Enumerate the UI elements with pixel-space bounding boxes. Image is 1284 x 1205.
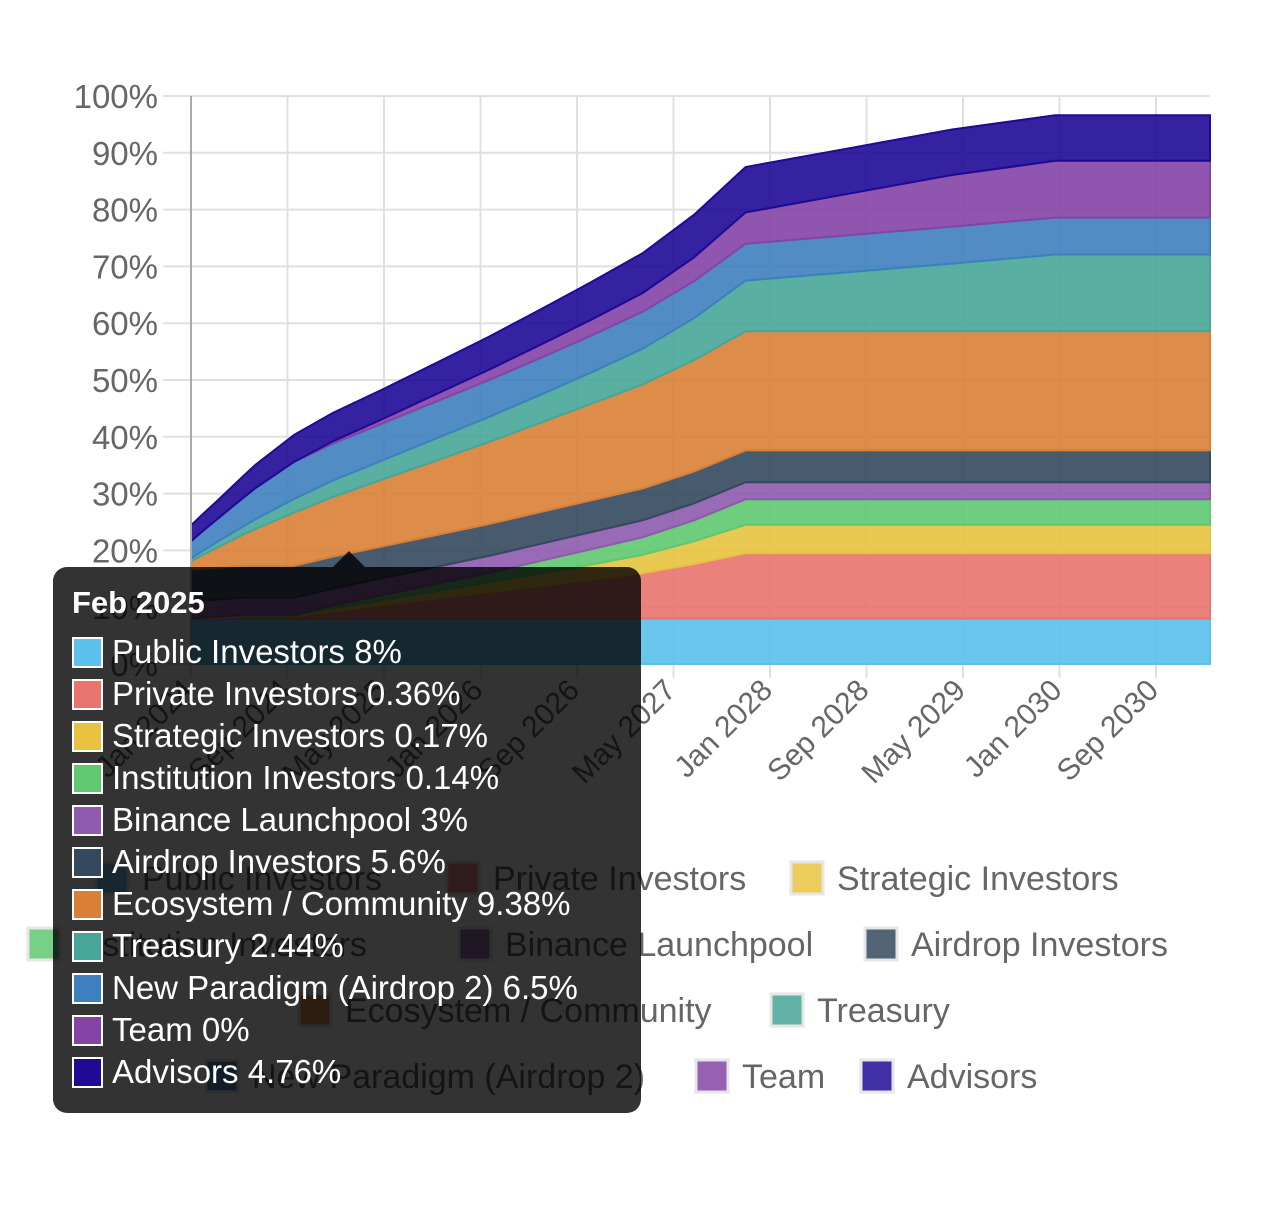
tooltip-title: Feb 2025 [72, 585, 205, 620]
tooltip-row: Treasury 2.44% [72, 925, 641, 967]
area-advisors[interactable] [190, 114, 1211, 544]
legend-item-advisors[interactable]: Advisors [859, 1058, 1037, 1096]
legend-swatch [789, 860, 825, 896]
legend-swatch [859, 1058, 895, 1094]
y-tick-label: 30% [92, 476, 158, 513]
tooltip-row-label: Public Investors 8% [112, 633, 402, 670]
tooltip-row: Strategic Investors 0.17% [72, 715, 641, 757]
legend-label: Advisors [907, 1058, 1037, 1096]
tooltip-row: Team 0% [72, 1009, 641, 1051]
tooltip-row: Binance Launchpool 3% [72, 799, 641, 841]
y-tick-label: 100% [74, 78, 158, 115]
tooltip-swatch [72, 1014, 103, 1046]
x-tick-label: May 2029 [855, 674, 971, 790]
tooltip-row: Airdrop Investors 5.6% [72, 841, 641, 883]
legend-item-treasury[interactable]: Treasury [769, 992, 950, 1030]
tooltip-row: New Paradigm (Airdrop 2) 6.5% [72, 967, 641, 1009]
tooltip-row-label: Binance Launchpool 3% [112, 801, 468, 838]
legend-item-team[interactable]: Team [694, 1058, 825, 1096]
tooltip-row: Private Investors 0.36% [72, 673, 641, 715]
tooltip-swatch [72, 1056, 103, 1088]
tooltip-swatch [72, 678, 103, 710]
tooltip-swatch [72, 762, 103, 794]
legend-swatch [694, 1058, 730, 1094]
x-tick-label: Jan 2028 [668, 674, 779, 785]
tooltip-swatch [72, 636, 103, 668]
tooltip-row-label: Team 0% [112, 1011, 250, 1048]
tooltip-row-label: Treasury 2.44% [112, 927, 344, 964]
tooltip-swatch [72, 972, 103, 1004]
legend-item-strategic-investors[interactable]: Strategic Investors [789, 860, 1119, 898]
legend-label: Airdrop Investors [911, 926, 1168, 964]
legend-label: Strategic Investors [837, 860, 1119, 898]
legend-label: Team [742, 1058, 825, 1096]
tooltip-caret [333, 551, 365, 567]
tooltip-swatch [72, 804, 103, 836]
tooltip-swatch [72, 846, 103, 878]
tooltip-row: Institution Investors 0.14% [72, 757, 641, 799]
y-tick-label: 70% [92, 248, 158, 285]
tooltip-swatch [72, 930, 103, 962]
y-tick-label: 50% [92, 362, 158, 399]
tooltip-row-label: Private Investors 0.36% [112, 675, 461, 712]
tooltip-row-label: Airdrop Investors 5.6% [112, 843, 446, 880]
legend-swatch [863, 926, 899, 962]
tooltip-row: Ecosystem / Community 9.38% [72, 883, 641, 925]
tooltip-row-label: Advisors 4.76% [112, 1053, 342, 1090]
hover-tooltip: Feb 2025 Public Investors 8% Private Inve… [53, 567, 641, 1113]
legend-item-airdrop-investors[interactable]: Airdrop Investors [863, 926, 1168, 964]
tooltip-row-label: Strategic Investors 0.17% [112, 717, 489, 754]
x-tick-label: Sep 2030 [1051, 674, 1165, 788]
tooltip-row-label: Institution Investors 0.14% [112, 759, 500, 796]
tooltip-row-label: Ecosystem / Community 9.38% [112, 885, 571, 922]
y-tick-label: 20% [92, 532, 158, 569]
tooltip-row-label: New Paradigm (Airdrop 2) 6.5% [112, 969, 578, 1006]
tooltip-rows: Public Investors 8% Private Investors 0.3… [72, 631, 641, 1093]
tooltip-swatch [72, 888, 103, 920]
y-tick-label: 80% [92, 192, 158, 229]
tooltip-row: Advisors 4.76% [72, 1051, 641, 1093]
tooltip-row: Public Investors 8% [72, 631, 641, 673]
y-tick-label: 60% [92, 305, 158, 342]
legend-swatch [769, 992, 805, 1028]
y-tick-label: 90% [92, 135, 158, 172]
legend-label: Treasury [817, 992, 950, 1030]
x-tick-label: Jan 2030 [958, 674, 1069, 785]
y-tick-label: 40% [92, 419, 158, 456]
tooltip-swatch [72, 720, 103, 752]
